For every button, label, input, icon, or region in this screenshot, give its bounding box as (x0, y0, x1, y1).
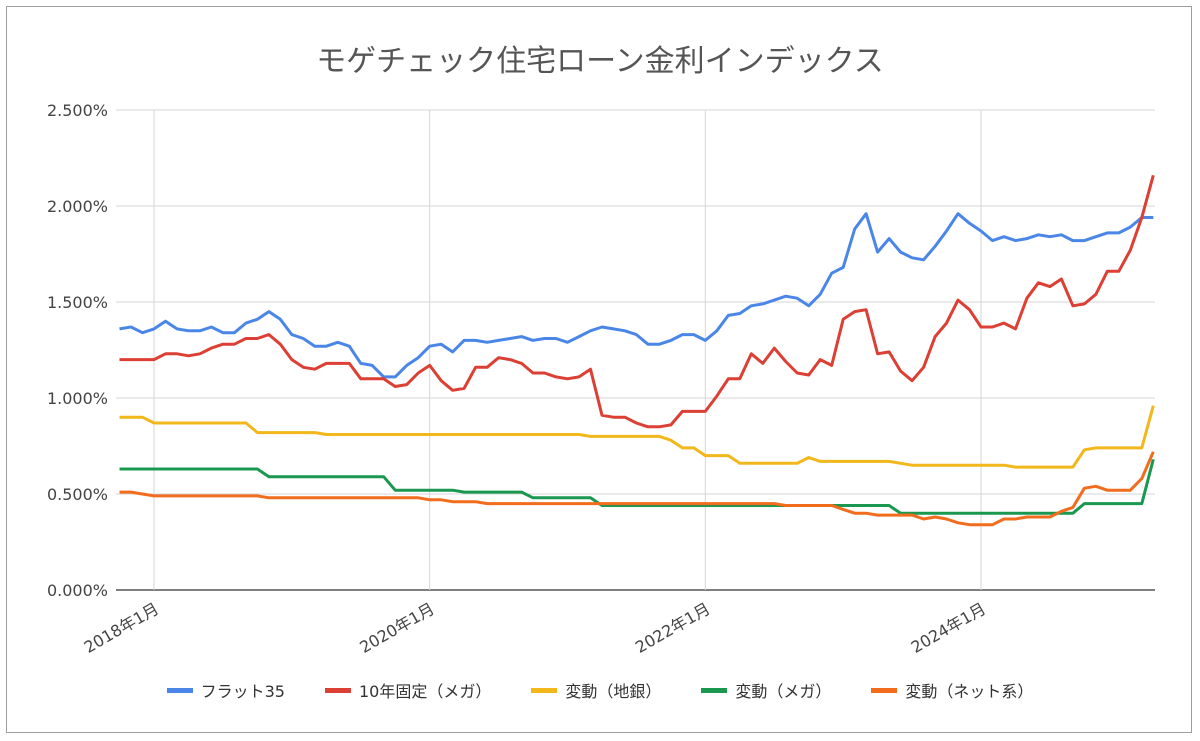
x-tick-label: 2024年1月 (908, 599, 989, 657)
x-tick-label: 2020年1月 (356, 599, 437, 657)
y-axis-ticks: 0.000% 0.500% 1.000% 1.500% 2.000% 2.500% (47, 101, 108, 600)
chart-frame (6, 6, 1192, 733)
legend-label: 10年固定（メガ） (358, 682, 492, 701)
legend-swatch (701, 687, 728, 693)
series-line-4 (119, 459, 1155, 515)
y-tick-label: 0.000% (47, 581, 108, 600)
legend-swatch (531, 687, 558, 693)
series-line-1 (119, 212, 1154, 379)
y-tick-label: 1.000% (47, 389, 108, 408)
legend-label: フラット35 (200, 682, 285, 701)
legend-item-1[interactable]: フラット35 (166, 678, 285, 702)
legend-swatch (166, 687, 193, 693)
y-tick-label: 2.500% (47, 101, 108, 120)
y-tick-label: 0.500% (47, 485, 108, 504)
legend-item-2[interactable]: 10年固定（メガ） (324, 678, 492, 702)
x-tick-label: 2018年1月 (81, 599, 162, 657)
y-tick-label: 1.500% (47, 293, 108, 312)
legend-label: 変動（ネット系） (905, 682, 1034, 701)
series-line-2 (119, 174, 1155, 429)
legend: フラット35 10年固定（メガ） 変動（地銀） 変動（メガ） 変動（ネット系） (0, 678, 1200, 702)
legend-label: 変動（地銀） (565, 682, 662, 701)
grid (116, 109, 1155, 591)
legend-swatch (871, 687, 898, 693)
y-tick-label: 2.000% (47, 197, 108, 216)
series-line-5 (119, 451, 1155, 527)
series-lines (119, 174, 1155, 527)
legend-item-5[interactable]: 変動（ネット系） (871, 678, 1033, 702)
legend-item-3[interactable]: 変動（地銀） (531, 678, 661, 702)
series-line-3 (119, 405, 1155, 469)
legend-swatch (324, 687, 351, 693)
legend-item-4[interactable]: 変動（メガ） (701, 678, 831, 702)
chart-title: モゲチェック住宅ローン金利インデックス (316, 44, 884, 79)
x-axis-ticks: 2018年1月 2020年1月 2022年1月 2024年1月 (81, 599, 989, 657)
legend-label: 変動（メガ） (735, 682, 832, 701)
x-tick-label: 2022年1月 (632, 599, 713, 657)
